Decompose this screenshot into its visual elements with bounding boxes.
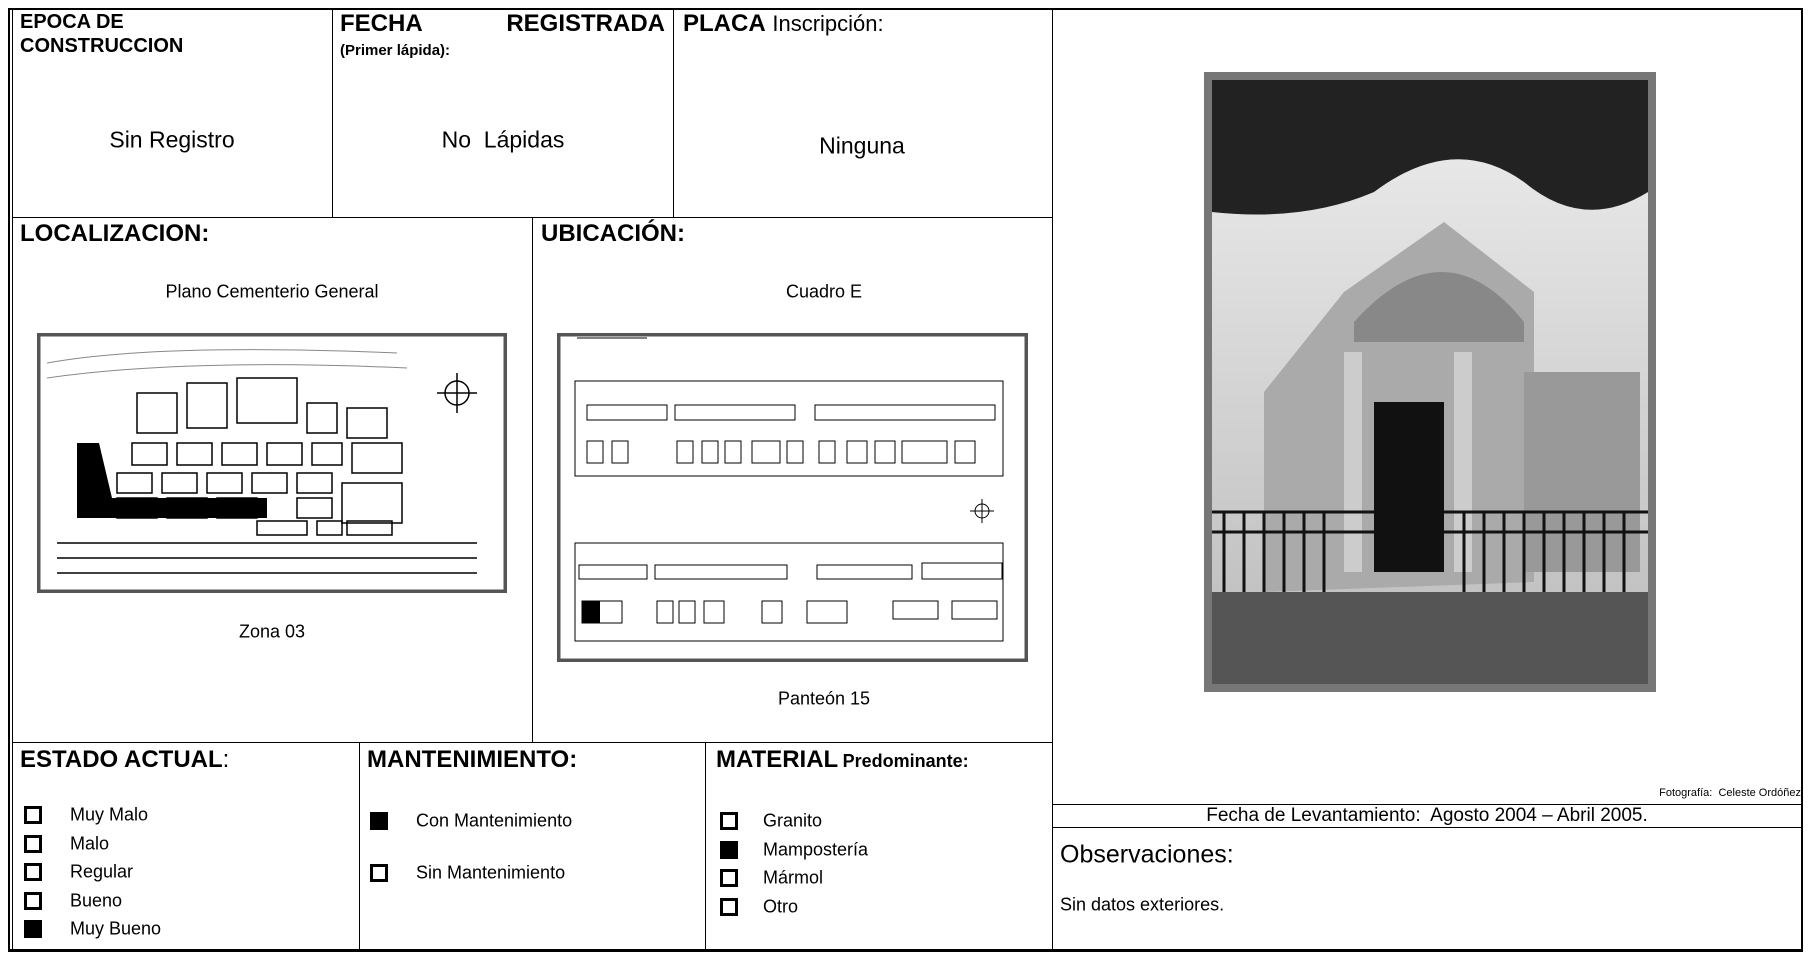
label: PLACA [683,10,766,37]
frame [1052,804,1802,805]
frame [359,742,360,950]
photo [1204,72,1656,692]
option-label: Muy Malo [70,804,149,825]
checkbox [24,863,42,881]
frame [1801,8,1803,952]
label: UBICACIÓN: [541,220,685,247]
checkbox [720,840,738,859]
option-label: Bueno [70,890,123,910]
frame [8,949,1803,952]
checkbox [720,897,738,916]
label: FECHA REGISTRADA [340,10,665,37]
option-label: Malo [70,833,110,853]
label: ESTADO ACTUAL [20,746,223,773]
label: EPOCA DE CONSTRUCCION [20,11,184,57]
option-label: Muy Bueno [70,918,162,939]
caption: Plano Cementerio General [165,281,379,302]
label-group: ESTADO ACTUAL: [20,746,229,774]
checkbox [370,812,388,830]
label-suffix: : [222,746,230,773]
value: Ninguna [819,132,905,159]
caption: Panteón 15 [777,688,871,709]
option-label: Con Mantenimiento [416,810,573,831]
checkbox [370,864,388,882]
label-suffix: Predominante: [842,751,969,771]
option-label: Sin Mantenimiento [416,862,566,883]
checkbox [720,812,738,830]
checkbox [720,869,738,887]
option-label: Otro [763,896,799,916]
label-suffix: Inscripción: [772,11,884,36]
frame [8,8,10,952]
frame [532,217,533,742]
option-label: Mampostería [763,839,869,859]
label: MANTENIMIENTO: [367,746,578,773]
value: Sin Registro [109,126,235,153]
frame [1052,827,1802,828]
frame [12,742,1052,743]
frame [8,8,1803,10]
label-group: PLACA Inscripción: [683,10,884,38]
option-label: Granito [763,810,823,831]
sublabel: (Primer lápida): [340,42,451,59]
survey-date: Fecha de Levantamiento: Agosto 2004 – Ab… [1206,805,1648,826]
label-group: MATERIAL Predominante: [716,746,969,774]
label: LOCALIZACION: [20,220,210,247]
checkbox [24,920,42,938]
credit: Fotografía: Celeste Ordóñez [1659,787,1801,799]
caption: Cuadro E [785,281,863,302]
text: Sin datos exteriores. [1060,894,1225,915]
checkbox [24,891,42,910]
caption: Zona 03 [238,621,306,642]
label: Observaciones: [1060,840,1234,869]
option-label: Mármol [763,867,824,888]
frame [705,742,706,950]
plan-image [557,333,1028,662]
value: No Lápidas [441,126,565,153]
frame [1052,8,1053,952]
label: MATERIAL [716,746,839,773]
map-image [37,333,507,593]
frame [12,8,13,952]
option-label: Regular [70,861,134,882]
checkbox [24,806,42,824]
frame [332,8,333,217]
checkbox [24,834,42,853]
frame [673,8,674,217]
